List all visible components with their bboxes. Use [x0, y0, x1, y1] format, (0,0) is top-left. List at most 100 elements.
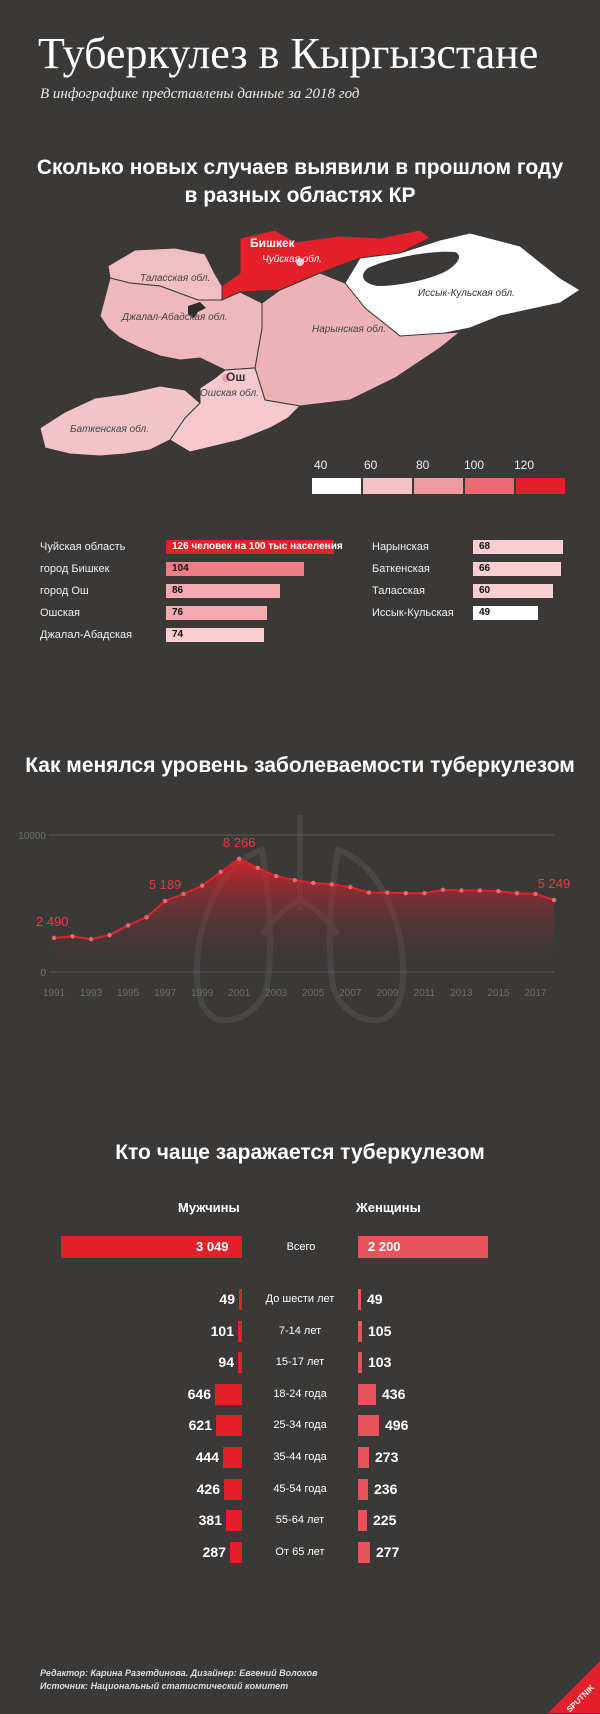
- age-group-label: 55-64 лет: [275, 1514, 325, 1527]
- age-female-value: 496: [385, 1417, 409, 1434]
- gender-chart: 3 049 Всего 2 200 49 49 До шести лет 101 105…: [0, 1230, 600, 1570]
- region-bar-value: 68: [479, 541, 491, 552]
- x-tick-label: 2001: [228, 988, 251, 999]
- trend-point: [440, 887, 446, 892]
- y-tick-label: 10000: [18, 831, 46, 842]
- age-female-bar: [358, 1320, 362, 1342]
- age-female-value: 236: [374, 1480, 398, 1497]
- age-group-label: От 65 лет: [275, 1545, 325, 1558]
- x-tick-label: 2003: [265, 988, 288, 999]
- region-bar-value: 126: [172, 541, 189, 552]
- region-bar-label: город Бишкек: [40, 563, 110, 575]
- trend-point: [514, 891, 520, 896]
- legend-tick: 100: [464, 458, 485, 472]
- region-batken: [39, 385, 201, 457]
- male-header: Мужчины: [178, 1200, 240, 1215]
- region-bar-unit: человек на 100 тыс населения: [188, 541, 343, 552]
- trend-point: [125, 923, 131, 928]
- region-bar: 74: [166, 628, 264, 642]
- x-tick-label: 2005: [302, 988, 325, 999]
- legend-swatch: [516, 478, 565, 494]
- section-trend-title: Как менялся уровень заболеваемости тубер…: [25, 754, 575, 777]
- age-group-label: 25-34 года: [273, 1419, 327, 1432]
- age-female-bar: [358, 1510, 367, 1532]
- region-bar-label: Нарынская: [372, 541, 429, 553]
- x-tick-label: 2015: [487, 988, 510, 999]
- map-label-naryn: Нарынская обл.: [312, 324, 386, 335]
- total-male-value: 3 049: [196, 1239, 229, 1254]
- trend-chart-svg: 0 10000 1991 1993 1995 1997 1999 2001 2003 2005 20…: [18, 815, 571, 1024]
- map-label-jalalabad: Джалал-Абадская обл.: [122, 312, 228, 323]
- region-bar-value: 49: [479, 607, 491, 618]
- map-svg: [39, 229, 581, 457]
- reservoir-toktogul: [188, 302, 206, 318]
- age-male-bar: [224, 1478, 242, 1500]
- trend-point: [422, 891, 427, 896]
- female-header: Женщины: [356, 1200, 421, 1215]
- x-tick-label: 2013: [450, 988, 473, 999]
- x-tick-label: 1997: [154, 988, 177, 999]
- age-male-bar: [215, 1383, 242, 1405]
- x-tick-label: 2007: [339, 988, 362, 999]
- region-bar-label: Таласская: [372, 585, 426, 597]
- trend-point: [533, 891, 538, 897]
- region-bar: 60: [473, 584, 553, 598]
- map-label-osh: Ошская обл.: [200, 388, 259, 399]
- trend-point: [496, 888, 501, 894]
- age-group-label: 15-17 лет: [275, 1356, 325, 1369]
- age-female-bar: [358, 1383, 376, 1405]
- age-male-value: 426: [196, 1480, 220, 1497]
- legend-swatch: [414, 478, 463, 494]
- region-bar: 104: [166, 562, 304, 576]
- trend-point: [329, 882, 334, 887]
- trend-point: [199, 883, 205, 888]
- bishkek-marker: [296, 258, 304, 266]
- region-bar-label: Иссык-Кульская: [372, 607, 454, 619]
- x-tick-label: 2011: [414, 988, 436, 999]
- trend-point: [348, 884, 353, 890]
- trend-point: [311, 880, 316, 886]
- region-bar: 86: [166, 584, 280, 598]
- age-group-label: 35-44 года: [273, 1451, 327, 1463]
- trend-point-label: 8 266: [223, 835, 256, 850]
- region-bar-label: Чуйская область: [40, 541, 126, 553]
- legend-swatch: [465, 478, 514, 494]
- region-bar: 126 человек на 100 тыс населения: [166, 540, 343, 554]
- age-male-bar: [238, 1320, 242, 1342]
- age-female-value: 105: [368, 1322, 392, 1339]
- trend-point: [181, 891, 186, 897]
- section-map-title-line2: в разных областях КР: [184, 184, 416, 207]
- age-group-label: 7-14 лет: [278, 1324, 322, 1337]
- trend-point-label: 5 249: [538, 876, 571, 891]
- region-bar-value: 104: [172, 563, 189, 574]
- trend-point-label: 2 490: [36, 914, 69, 929]
- trend-point: [274, 873, 279, 879]
- age-female-value: 225: [373, 1512, 397, 1529]
- trend-point: [51, 935, 57, 941]
- age-male-bar: [226, 1510, 242, 1532]
- age-female-value: 273: [375, 1449, 399, 1465]
- region-bar-label: Ошская: [40, 607, 81, 619]
- trend-point: [70, 934, 75, 939]
- age-male-bar: [239, 1289, 242, 1310]
- age-male-value: 94: [218, 1354, 234, 1371]
- lake-issykkul: [363, 251, 460, 286]
- map-legend: 40 60 80 100 120: [312, 458, 572, 498]
- age-female-bar: [358, 1415, 379, 1437]
- age-female-value: 103: [368, 1354, 392, 1371]
- trend-chart: 0 10000 1991 1993 1995 1997 1999 2001 2003 2005 20…: [0, 790, 600, 1030]
- x-tick-label: 1991: [43, 988, 66, 999]
- region-osh: [169, 367, 302, 453]
- region-bar: 66: [473, 562, 561, 576]
- age-group-label: 18-24 года: [273, 1387, 327, 1400]
- total-label: Всего: [286, 1241, 316, 1253]
- region-bar: 49: [473, 606, 538, 620]
- section-map-title-line1: Сколько новых случаев выявили в прошлом …: [36, 156, 564, 179]
- age-male-value: 49: [219, 1291, 235, 1307]
- total-female-bar: [358, 1236, 488, 1258]
- trend-point: [236, 856, 242, 861]
- x-tick-label: 2017: [524, 988, 547, 999]
- region-bar-value: 60: [479, 585, 491, 596]
- age-female-bar: [358, 1289, 361, 1310]
- region-bar: 68: [473, 540, 563, 554]
